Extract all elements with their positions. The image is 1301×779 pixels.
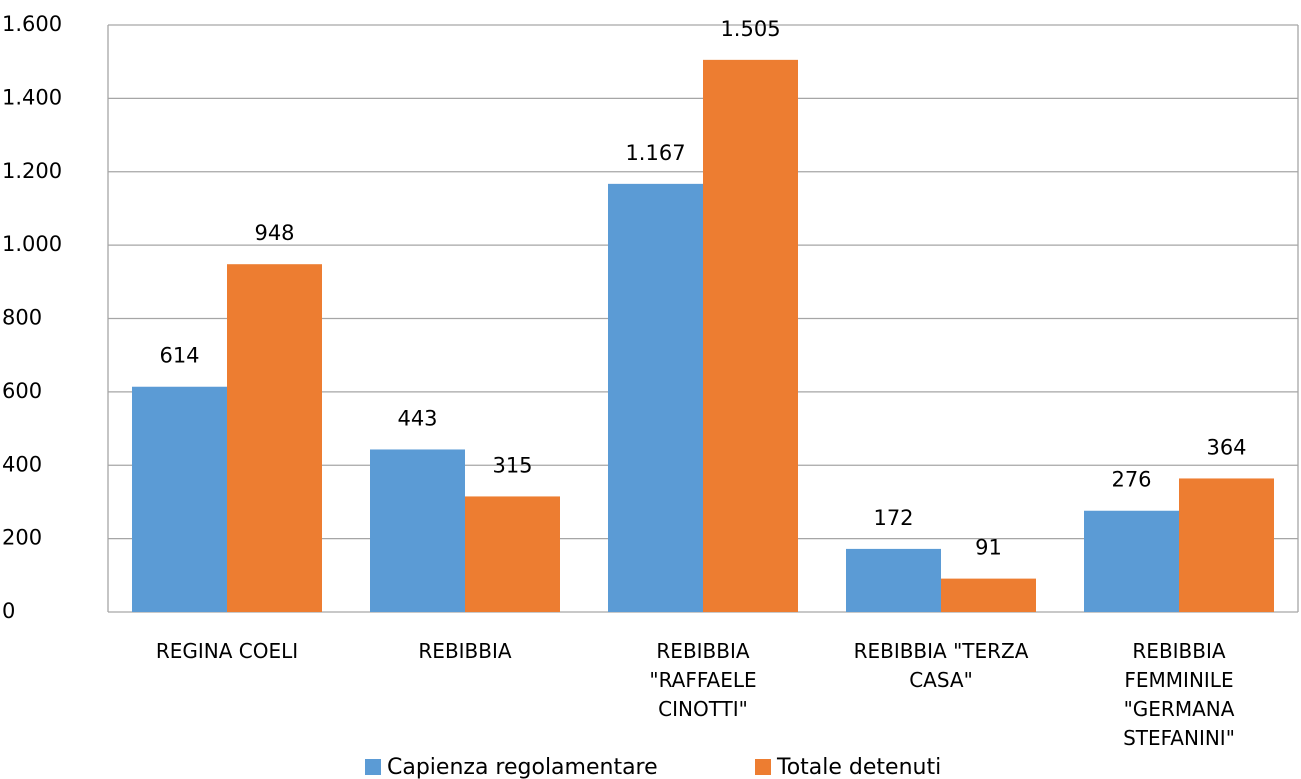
bar [1179, 478, 1274, 612]
bar [608, 183, 703, 612]
x-tick-label: REBIBBIA "TERZA CASA" [853, 639, 1029, 692]
y-tick-label: 0 [2, 599, 15, 623]
bar [370, 449, 465, 612]
x-tick-label: REBIBBIA "RAFFAELE CINOTTI" [649, 639, 757, 721]
legend-label: Totale detenuti [776, 755, 941, 779]
bar [846, 548, 941, 612]
legend-swatch [755, 759, 771, 775]
bar [703, 59, 798, 612]
data-label: 91 [975, 536, 1002, 560]
legend-swatch [365, 759, 381, 775]
data-label: 1.505 [720, 17, 780, 41]
data-label: 364 [1206, 435, 1246, 459]
y-tick-label: 1.600 [2, 12, 62, 36]
x-tick-label: REGINA COELI [155, 639, 299, 663]
data-label: 276 [1111, 468, 1151, 492]
bar [132, 386, 227, 612]
y-tick-label: 800 [2, 306, 42, 330]
x-tick-label: REBIBBIA FEMMINILE "GERMANA STEFANINI" [1123, 639, 1235, 750]
legend-label: Capienza regolamentare [387, 755, 658, 779]
bar [227, 264, 322, 612]
data-label: 315 [492, 453, 532, 477]
y-tick-label: 1.400 [2, 85, 62, 109]
x-tick-label: REBIBBIA [418, 639, 512, 663]
data-label: 172 [873, 506, 913, 530]
bar [941, 578, 1036, 612]
y-tick-label: 600 [2, 379, 42, 403]
bar [1084, 510, 1179, 612]
data-label: 948 [254, 221, 294, 245]
y-tick-label: 200 [2, 526, 42, 550]
y-tick-label: 1.000 [2, 232, 62, 256]
y-tick-label: 400 [2, 452, 42, 476]
y-tick-label: 1.200 [2, 159, 62, 183]
bar [465, 496, 560, 612]
data-label: 614 [159, 344, 199, 368]
data-label: 443 [397, 406, 437, 430]
data-label: 1.167 [625, 141, 685, 165]
